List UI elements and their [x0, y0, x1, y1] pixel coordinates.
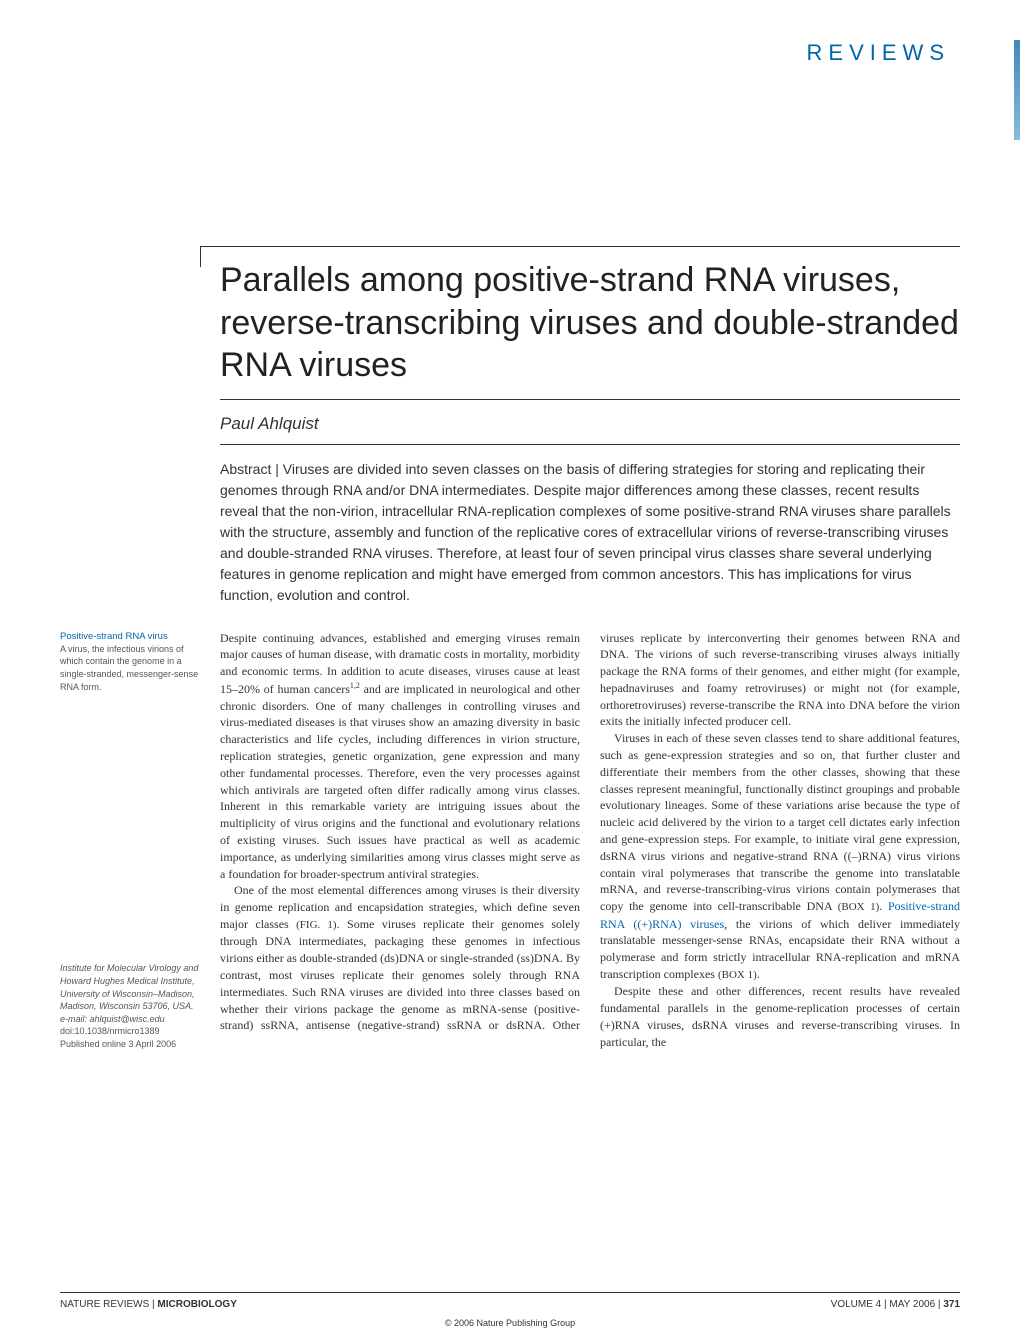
author-line: Paul Ahlquist [220, 414, 960, 445]
p3-text-d: . [757, 967, 760, 981]
body-paragraph-3: Viruses in each of these seven classes t… [600, 730, 960, 983]
body-paragraph-1: Despite continuing advances, established… [220, 630, 580, 883]
footer-left: NATURE REVIEWS | MICROBIOLOGY [60, 1299, 237, 1310]
copyright-text: © 2006 Nature Publishing Group [445, 1318, 575, 1328]
body-columns: Despite continuing advances, established… [220, 630, 960, 1051]
box-ref-2: (BOX 1) [718, 969, 757, 981]
journal-name: MICROBIOLOGY [157, 1299, 236, 1310]
section-header: REVIEWS [60, 40, 960, 66]
box-ref-1: (BOX 1) [838, 901, 880, 913]
abstract-text: Viruses are divided into seven classes o… [220, 461, 951, 603]
journal-label: NATURE REVIEWS | [60, 1299, 157, 1310]
published-date: Published online 3 April 2006 [60, 1038, 200, 1051]
p3-text-b: . [879, 899, 888, 913]
abstract-label: Abstract | [220, 461, 283, 477]
title-box: Parallels among positive-strand RNA viru… [220, 246, 960, 400]
abstract: Abstract | Viruses are divided into seve… [220, 459, 960, 606]
article-title: Parallels among positive-strand RNA viru… [220, 259, 960, 387]
reference-superscript: 1,2 [350, 681, 360, 690]
affiliation-email: e-mail: ahlquist@wisc.edu [60, 1013, 200, 1026]
p3-text-a: Viruses in each of these seven classes t… [600, 731, 960, 913]
article-container: Parallels among positive-strand RNA viru… [220, 246, 960, 1051]
copyright: © 2006 Nature Publishing Group [0, 1318, 1020, 1328]
glossary-term: Positive-strand RNA virus [60, 630, 200, 643]
affiliation-block: Institute for Molecular Virology and How… [60, 962, 200, 1050]
p1-text-b: and are implicated in neurological and o… [220, 682, 580, 881]
email-address: ahlquist@wisc.edu [90, 1014, 165, 1024]
body-paragraph-4: Despite these and other differences, rec… [600, 983, 960, 1050]
footer-right: VOLUME 4 | MAY 2006 | 371 [831, 1299, 960, 1310]
side-accent-bar [1014, 40, 1020, 140]
figure-ref: (FIG. 1) [296, 919, 336, 931]
main-content: Positive-strand RNA virus A virus, the i… [220, 630, 960, 1051]
email-label: e-mail: [60, 1014, 90, 1024]
doi: doi:10.1038/nrmicro1389 [60, 1025, 200, 1038]
page-footer: NATURE REVIEWS | MICROBIOLOGY VOLUME 4 |… [60, 1292, 960, 1310]
glossary-definition: A virus, the infectious virions of which… [60, 643, 200, 693]
glossary-sidebar: Positive-strand RNA virus A virus, the i… [60, 630, 200, 708]
page: REVIEWS Parallels among positive-strand … [0, 0, 1020, 1340]
page-number: 371 [943, 1299, 960, 1310]
affiliation-institution: Institute for Molecular Virology and How… [60, 962, 200, 1012]
section-label: REVIEWS [807, 40, 950, 65]
issue-info: VOLUME 4 | MAY 2006 | [831, 1299, 944, 1310]
